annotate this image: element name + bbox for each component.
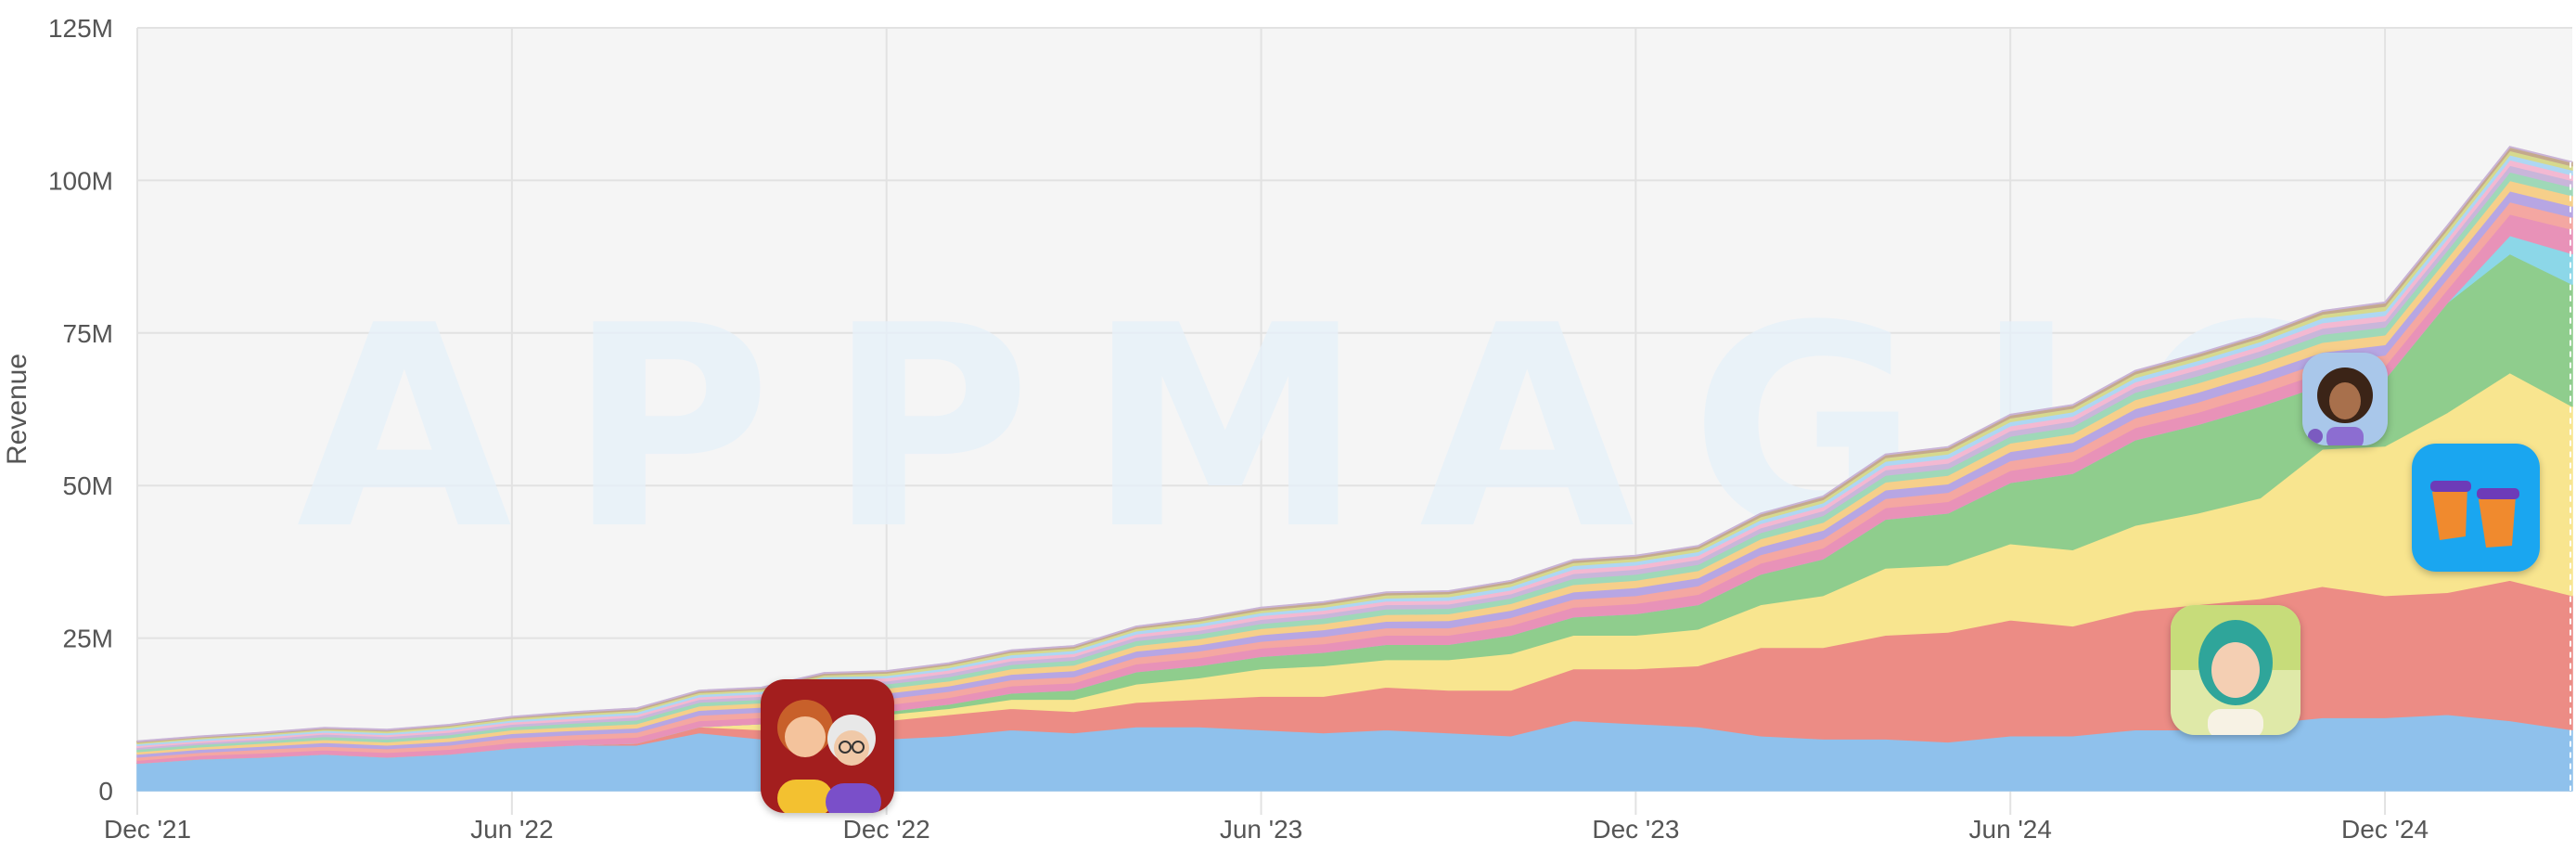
area-series-group [136,146,2573,792]
y-tick-label: 125M [48,14,113,43]
x-tick-label: Jun '24 [1969,815,2052,844]
y-axis-title: Revenue [2,354,32,465]
x-tick-label: Dec '24 [2341,815,2429,844]
y-tick-label: 75M [63,319,113,348]
y-tick-label: 50M [63,471,113,500]
x-tick-label: Jun '23 [1220,815,1302,844]
green-hair-girl-icon [2171,605,2300,735]
coffee-cups-icon [2412,444,2540,572]
app-icon-two-women[interactable] [761,679,894,813]
curly-woman-icon [2302,353,2388,445]
x-tick-label: Dec '22 [843,815,930,844]
y-axis-labels: 0 25M 50M 75M 100M 125M [48,14,113,806]
y-tick-label: 0 [98,777,113,806]
two-women-portrait-icon [761,679,894,813]
app-icon-green-hair[interactable] [2171,605,2300,735]
x-tick-label: Dec '21 [104,815,191,844]
stack-top-outline [136,146,2573,742]
y-tick-label: 100M [48,166,113,195]
x-tick-label: Dec '23 [1592,815,1679,844]
x-axis-labels: Dec '21 Jun '22 Dec '22 Jun '23 Dec '23 Jun '… [104,815,2429,844]
x-tick-label: Jun '22 [470,815,553,844]
app-icon-coffee-cups[interactable] [2412,444,2540,572]
y-tick-label: 25M [63,625,113,653]
app-icon-curly-woman[interactable] [2302,353,2388,445]
